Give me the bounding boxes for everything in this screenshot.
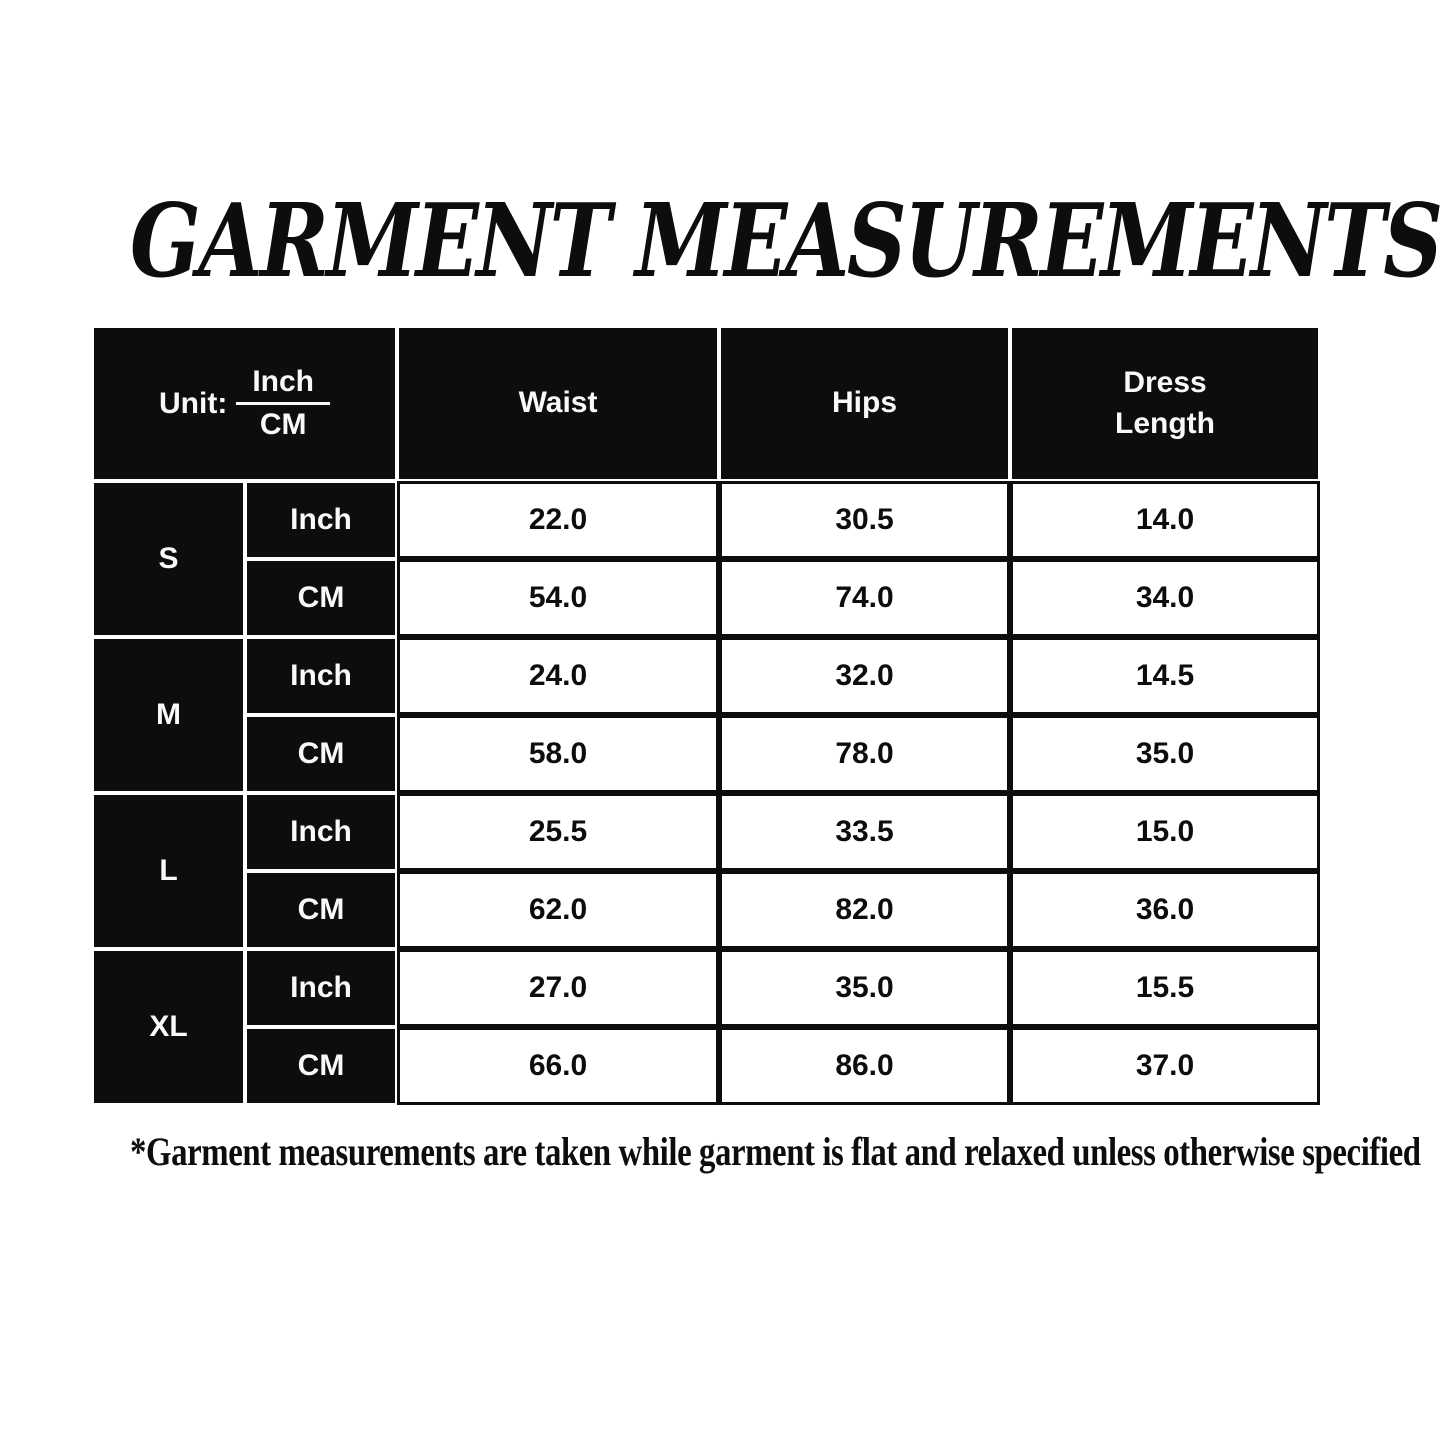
- value-l-hips-inch: 33.5: [719, 793, 1011, 871]
- unit-inch-label: Inch: [236, 365, 330, 405]
- header-row: Unit: Inch CM Waist Hips Dress Length: [92, 326, 1321, 481]
- value-xl-dress-length-cm: 37.0: [1010, 1027, 1321, 1105]
- value-s-waist-inch: 22.0: [397, 481, 720, 559]
- table-row-m-inch: M Inch 24.0 32.0 14.5: [92, 637, 1321, 793]
- table-row-m-cm: CM 58.0 78.0 35.0: [92, 715, 1321, 793]
- value-m-hips-inch: 32.0: [719, 637, 1011, 715]
- garment-measurements-table: Unit: Inch CM Waist Hips Dress Length S …: [92, 326, 1321, 1105]
- row-unit-label-inch: Inch: [245, 793, 398, 871]
- value-m-dress-length-cm: 35.0: [1010, 715, 1321, 793]
- value-l-waist-cm: 62.0: [397, 871, 720, 949]
- row-unit-label-inch: Inch: [245, 637, 398, 715]
- value-l-hips-cm: 82.0: [719, 871, 1011, 949]
- size-label-l: L: [92, 793, 245, 949]
- value-xl-waist-inch: 27.0: [397, 949, 720, 1027]
- table-row-s-inch: S Inch 22.0 30.5 14.0: [92, 481, 1321, 637]
- row-unit-label-cm: CM: [245, 871, 398, 949]
- unit-fraction: Unit: Inch CM: [94, 365, 395, 442]
- row-unit-label-cm: CM: [245, 1027, 398, 1105]
- table-row-l-inch: L Inch 25.5 33.5 15.0: [92, 793, 1321, 949]
- value-xl-waist-cm: 66.0: [397, 1027, 720, 1105]
- row-unit-label-cm: CM: [245, 715, 398, 793]
- unit-inch-cm-fraction: Inch CM: [236, 365, 330, 442]
- unit-label: Unit:: [159, 386, 228, 420]
- column-header-dress-length: Dress Length: [1010, 326, 1321, 481]
- size-label-s: S: [92, 481, 245, 637]
- value-m-waist-cm: 58.0: [397, 715, 720, 793]
- size-label-xl: XL: [92, 949, 245, 1105]
- value-s-dress-length-cm: 34.0: [1010, 559, 1321, 637]
- value-s-dress-length-inch: 14.0: [1010, 481, 1321, 559]
- column-header-waist: Waist: [397, 326, 720, 481]
- table-row-l-cm: CM 62.0 82.0 36.0: [92, 871, 1321, 949]
- footnote: *Garment measurements are taken while ga…: [130, 1129, 1421, 1174]
- value-m-waist-inch: 24.0: [397, 637, 720, 715]
- value-xl-dress-length-inch: 15.5: [1010, 949, 1321, 1027]
- row-unit-label-inch: Inch: [245, 949, 398, 1027]
- table-row-s-cm: CM 54.0 74.0 34.0: [92, 559, 1321, 637]
- row-unit-label-cm: CM: [245, 559, 398, 637]
- value-xl-hips-cm: 86.0: [719, 1027, 1011, 1105]
- value-xl-hips-inch: 35.0: [719, 949, 1011, 1027]
- value-s-hips-inch: 30.5: [719, 481, 1011, 559]
- value-l-dress-length-inch: 15.0: [1010, 793, 1321, 871]
- table-row-xl-cm: CM 66.0 86.0 37.0: [92, 1027, 1321, 1105]
- unit-header-cell: Unit: Inch CM: [92, 326, 398, 481]
- column-header-hips: Hips: [719, 326, 1011, 481]
- value-l-waist-inch: 25.5: [397, 793, 720, 871]
- page-title: GARMENT MEASUREMENTS: [130, 181, 1443, 300]
- value-s-hips-cm: 74.0: [719, 559, 1011, 637]
- size-label-m: M: [92, 637, 245, 793]
- value-m-hips-cm: 78.0: [719, 715, 1011, 793]
- row-unit-label-inch: Inch: [245, 481, 398, 559]
- value-m-dress-length-inch: 14.5: [1010, 637, 1321, 715]
- value-l-dress-length-cm: 36.0: [1010, 871, 1321, 949]
- value-s-waist-cm: 54.0: [397, 559, 720, 637]
- table-row-xl-inch: XL Inch 27.0 35.0 15.5: [92, 949, 1321, 1105]
- unit-cm-label: CM: [259, 408, 307, 441]
